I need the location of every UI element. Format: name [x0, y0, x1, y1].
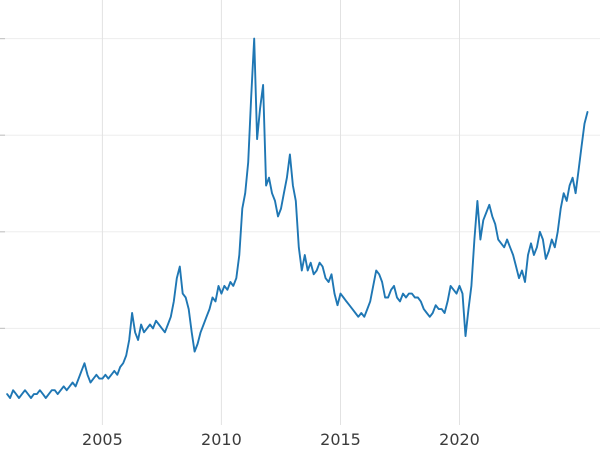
x-tick-label-2005: 2005: [82, 430, 123, 449]
x-tick-label-2020: 2020: [439, 430, 480, 449]
x-tick-label-2015: 2015: [320, 430, 361, 449]
x-axis: 2005 2010 2015 2020: [82, 430, 480, 449]
gridlines-layer: [0, 0, 600, 425]
series-line: [6, 37, 589, 399]
x-tick-label-2010: 2010: [201, 430, 242, 449]
series-layer: [6, 37, 589, 399]
